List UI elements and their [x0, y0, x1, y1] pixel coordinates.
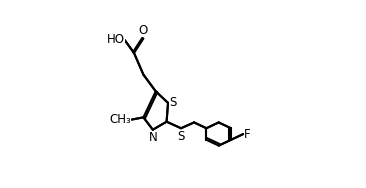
Text: CH₃: CH₃	[109, 113, 131, 126]
Text: O: O	[139, 24, 148, 37]
Text: S: S	[178, 130, 185, 143]
Text: HO: HO	[107, 33, 124, 46]
Text: S: S	[169, 96, 176, 109]
Text: N: N	[149, 131, 157, 144]
Text: F: F	[244, 127, 251, 140]
